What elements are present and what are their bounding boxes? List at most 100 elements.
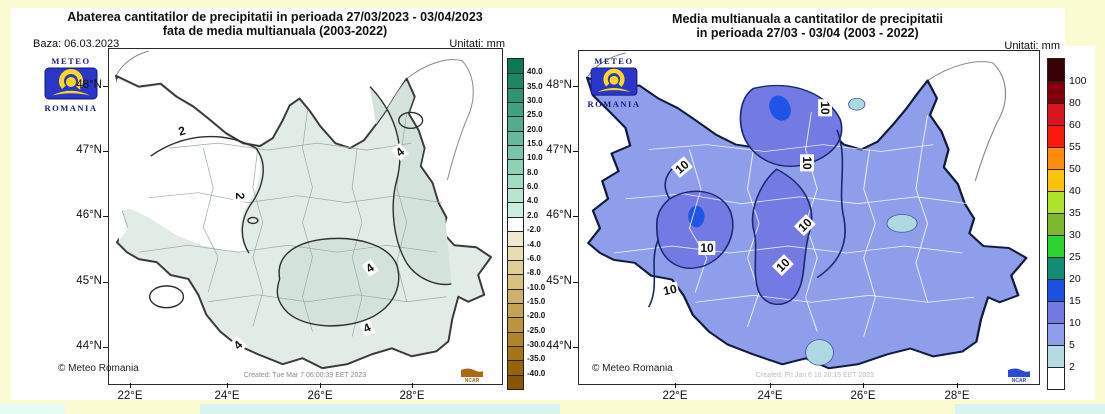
colorbar-label: 35 — [1069, 207, 1081, 219]
lat-label: 48°N — [546, 79, 572, 91]
lon-label: 28°E — [399, 390, 425, 402]
colorbar-label: 80 — [1069, 97, 1081, 109]
left-map-title-line2: fata de media multianuala (2003-2022) — [162, 24, 388, 38]
contour-label: 10 — [800, 154, 814, 172]
lat-tick — [103, 282, 108, 283]
neighbor-border-nw — [115, 50, 149, 76]
precip-spot-blue — [688, 95, 791, 228]
lat-label: 45°N — [76, 275, 102, 287]
ncar-logo-right-text: NCAR — [1011, 378, 1027, 384]
neighbor-border-nw — [586, 52, 626, 78]
colorbar-label: 30 — [1069, 229, 1081, 241]
lat-tick — [103, 347, 108, 348]
colorbar-cell — [508, 302, 523, 318]
colorbar-label: 2.0 — [527, 210, 539, 220]
colorbar-cell — [508, 59, 523, 74]
meteo-romania-logo-icon — [44, 67, 98, 100]
lat-label: 47°N — [76, 144, 102, 156]
contour-lines — [148, 86, 452, 327]
colorbar-label: -20.0 — [527, 311, 546, 321]
lat-tick — [103, 151, 108, 152]
colorbar-cell — [508, 73, 523, 88]
lon-tick — [957, 383, 958, 388]
right-copyright: © Meteo Romania — [592, 363, 673, 374]
precip-spot-cyan — [805, 97, 918, 366]
colorbar-label: -2.0 — [527, 225, 541, 235]
logo-sun-circle — [66, 77, 76, 87]
meteo-romania-logo: METEO ROMANIA — [40, 56, 102, 113]
neighbor-border-moldova — [406, 59, 474, 180]
lon-tick — [412, 383, 413, 388]
colorbar-cell — [508, 331, 523, 346]
contour-label: 2 — [233, 190, 247, 202]
lon-tick — [675, 383, 676, 388]
colorbar-label: 30.0 — [527, 96, 543, 106]
colorbar-cell — [1048, 301, 1064, 323]
colorbar-label: -4.0 — [527, 239, 541, 249]
bottom-strip-cyan-2 — [200, 404, 560, 414]
ncar-logo-right: NCAR — [1005, 366, 1033, 384]
lon-tick — [320, 383, 321, 388]
colorbar-cell — [508, 188, 523, 203]
county-borders — [138, 110, 447, 337]
colorbar-cell — [1048, 191, 1064, 213]
colorbar-label: -40.0 — [527, 368, 546, 378]
colorbar-cell — [508, 145, 523, 160]
logo-text-romania: ROMANIA — [44, 103, 98, 113]
colorbar-cell — [508, 202, 523, 217]
logo-book-shape — [52, 90, 90, 96]
right-map-title-line1: Media multianuala a cantitatilor de prec… — [672, 12, 943, 26]
lon-label: 24°E — [214, 390, 240, 402]
colorbar-cell — [508, 288, 523, 303]
colorbar-label: 20.0 — [527, 124, 543, 134]
colorbar-cell — [508, 102, 523, 117]
lat-label: 44°N — [546, 340, 572, 352]
logo-text-meteo: METEO — [51, 56, 91, 66]
colorbar-label: 6.0 — [527, 182, 539, 192]
lon-label: 28°E — [944, 390, 970, 402]
colorbar-cell — [1048, 279, 1064, 301]
lon-tick — [130, 383, 131, 388]
colorbar-cell — [508, 374, 523, 389]
right-created-timestamp: Created: Fri Jan 6 16:20:15 EET 2023 — [755, 372, 875, 379]
left-map-title-line1: Abaterea cantitatilor de precipitatii in… — [67, 10, 483, 24]
right-map-units: Unitati: mm — [1004, 40, 1060, 52]
colorbar-cell — [1048, 103, 1064, 125]
logo-text-meteo: METEO — [594, 56, 634, 66]
ncar-logo-left-icon — [461, 368, 483, 377]
colorbar-label: 100 — [1069, 75, 1087, 87]
colorbar-cell — [1048, 235, 1064, 257]
colorbar — [1047, 58, 1065, 390]
lat-tick — [573, 347, 578, 348]
colorbar-label: 8.0 — [527, 167, 539, 177]
colorbar-cell — [508, 173, 523, 189]
colorbar-label: 20 — [1069, 273, 1081, 285]
colorbar-cell — [508, 130, 523, 146]
bottom-strip-cyan-1 — [0, 404, 65, 414]
colorbar-cell — [1048, 147, 1064, 169]
lat-label: 45°N — [546, 275, 572, 287]
contour-label: 10 — [698, 241, 716, 255]
ncar-logo-left-text: NCAR — [464, 378, 480, 384]
colorbar-label: 10.0 — [527, 153, 543, 163]
colorbar-cell — [1048, 367, 1064, 389]
colorbar-label: 40.0 — [527, 67, 543, 77]
lon-tick — [227, 383, 228, 388]
colorbar-label: 15.0 — [527, 139, 543, 149]
colorbar-label: 25.0 — [527, 110, 543, 120]
colorbar-label: 60 — [1069, 119, 1081, 131]
colorbar-label: 5 — [1069, 339, 1075, 351]
bottom-strip-yellow-1 — [65, 404, 200, 414]
lon-label: 26°E — [850, 390, 876, 402]
colorbar-label: -25.0 — [527, 325, 546, 335]
colorbar-cell — [508, 231, 523, 246]
lon-label: 22°E — [662, 390, 688, 402]
lon-tick — [863, 383, 864, 388]
colorbar-cell — [508, 317, 523, 332]
lat-label: 44°N — [76, 340, 102, 352]
top-right-yellow-block — [1065, 0, 1105, 46]
colorbar-label: 50 — [1069, 163, 1081, 175]
colorbar-label: -8.0 — [527, 268, 541, 278]
colorbar-label: 4.0 — [527, 196, 539, 206]
colorbar-cell — [508, 360, 523, 375]
